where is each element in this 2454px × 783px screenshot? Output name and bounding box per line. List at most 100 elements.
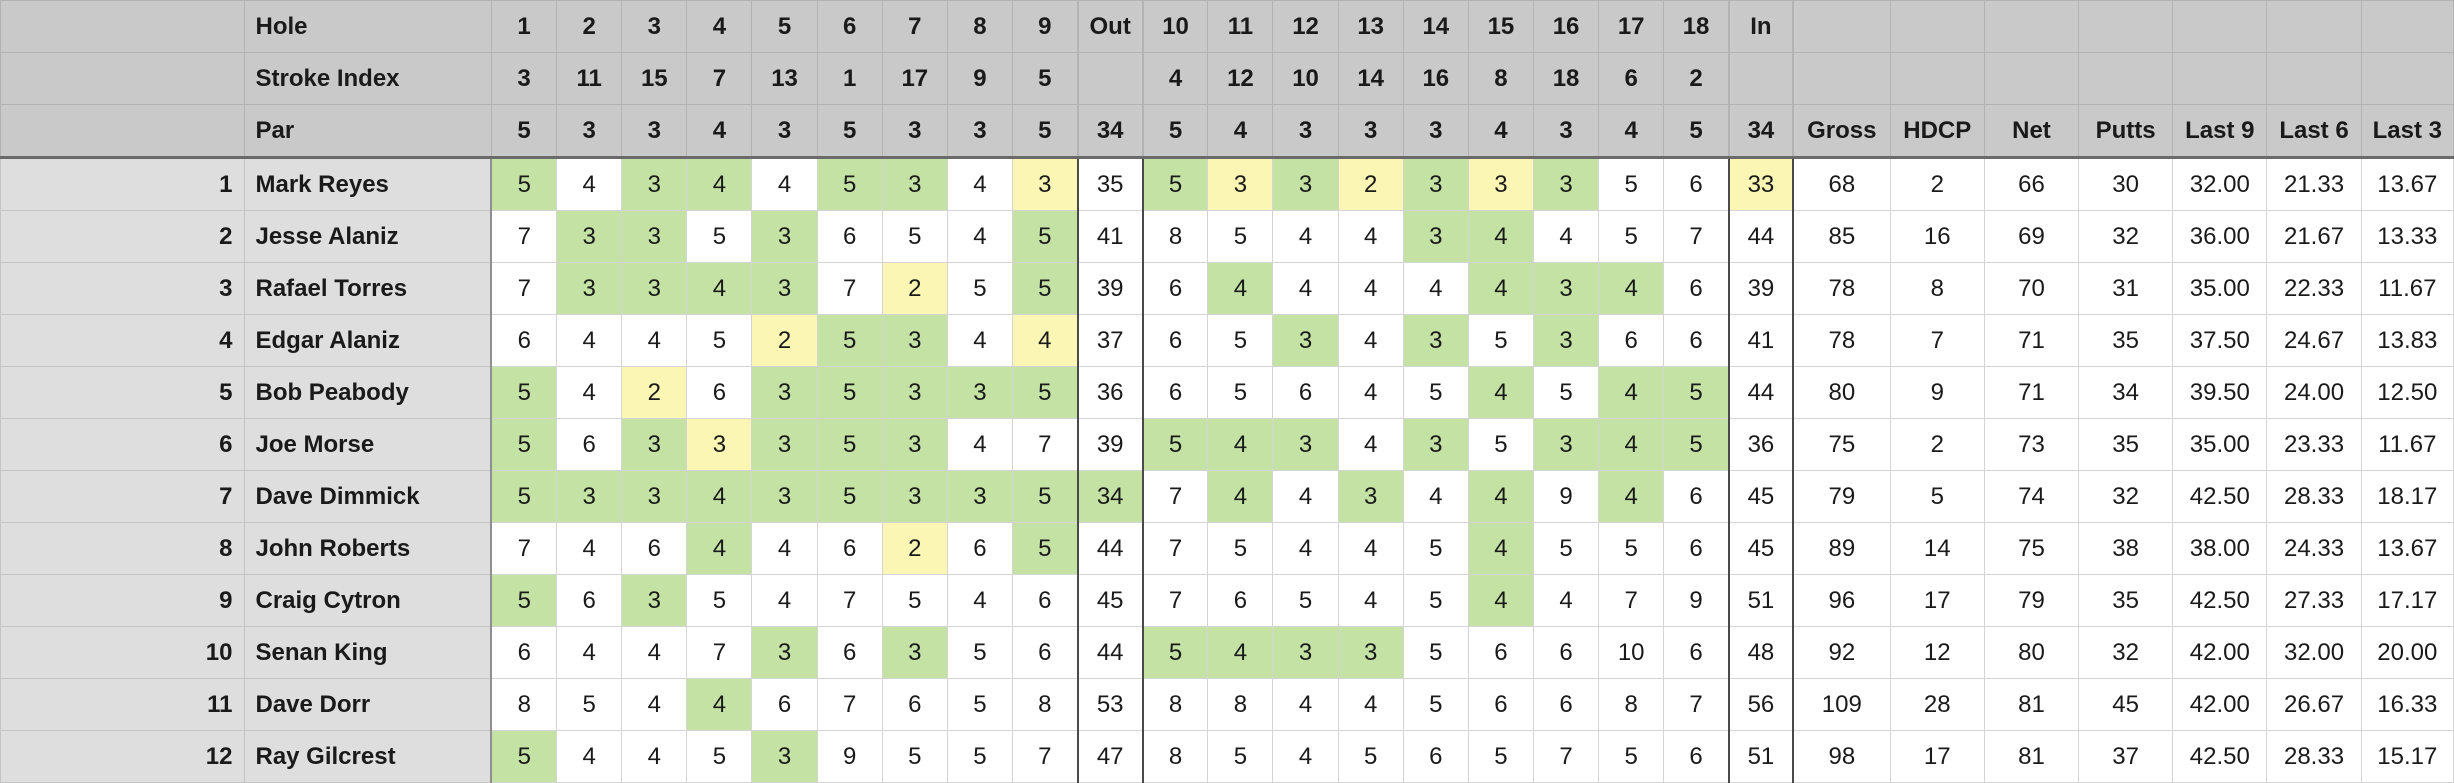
row-header-blank[interactable] — [0, 0, 246, 53]
in-total-cell[interactable]: 36 — [1727, 418, 1794, 471]
score-cell[interactable]: 6 — [1532, 626, 1600, 679]
score-cell[interactable]: 4 — [1272, 262, 1339, 315]
score-cell[interactable]: 6 — [556, 418, 623, 471]
score-cell[interactable]: 4 — [556, 314, 623, 367]
last-3-cell[interactable]: 13.67 — [2360, 522, 2454, 575]
net-cell[interactable]: 73 — [1983, 418, 2080, 471]
score-cell[interactable]: 8 — [1142, 210, 1209, 263]
header-cell-stroke-index[interactable] — [1889, 52, 1985, 105]
header-cell-hole[interactable]: 14 — [1402, 0, 1469, 53]
net-cell[interactable]: 71 — [1983, 314, 2080, 367]
score-cell[interactable]: 3 — [1532, 314, 1600, 367]
score-cell[interactable]: 5 — [1402, 678, 1469, 731]
score-cell[interactable]: 5 — [1272, 574, 1339, 627]
score-cell[interactable]: 6 — [881, 678, 948, 731]
row-number[interactable]: 4 — [0, 314, 246, 367]
score-cell[interactable]: 5 — [556, 678, 623, 731]
hdcp-cell[interactable]: 8 — [1889, 262, 1985, 315]
putts-cell[interactable]: 34 — [2078, 366, 2174, 419]
score-cell[interactable]: 6 — [1142, 262, 1209, 315]
score-cell[interactable]: 4 — [1337, 522, 1404, 575]
last-9-cell[interactable]: 42.50 — [2172, 574, 2268, 627]
row-header-blank[interactable] — [0, 52, 246, 105]
gross-cell[interactable]: 79 — [1792, 470, 1891, 523]
gross-cell[interactable]: 68 — [1792, 157, 1891, 211]
score-cell[interactable]: 2 — [881, 522, 948, 575]
score-cell[interactable]: 3 — [881, 366, 948, 419]
header-cell-stroke-index[interactable] — [2360, 52, 2454, 105]
score-cell[interactable]: 3 — [881, 626, 948, 679]
header-cell-hole[interactable] — [1983, 0, 2080, 53]
header-cell-stroke-index[interactable]: 10 — [1272, 52, 1339, 105]
score-cell[interactable]: 6 — [490, 626, 558, 679]
score-cell[interactable]: 6 — [1663, 314, 1730, 367]
header-cell-hole[interactable]: 16 — [1532, 0, 1600, 53]
score-cell[interactable]: 3 — [1402, 314, 1469, 367]
last-9-cell[interactable]: 38.00 — [2172, 522, 2268, 575]
score-cell[interactable]: 5 — [881, 574, 948, 627]
score-cell[interactable]: 5 — [1142, 626, 1209, 679]
player-name[interactable]: Senan King — [244, 626, 493, 679]
score-cell[interactable]: 5 — [1207, 366, 1274, 419]
score-cell[interactable]: 5 — [686, 730, 753, 783]
row-number[interactable]: 2 — [0, 210, 246, 263]
net-cell[interactable]: 81 — [1983, 678, 2080, 731]
header-cell-hole[interactable]: 3 — [621, 0, 688, 53]
score-cell[interactable]: 4 — [621, 626, 688, 679]
header-cell-hole[interactable]: 11 — [1207, 0, 1274, 53]
score-cell[interactable]: 3 — [1532, 157, 1600, 211]
header-cell-hole[interactable] — [1889, 0, 1985, 53]
header-cell-stroke-index[interactable]: 1 — [816, 52, 883, 105]
score-cell[interactable]: 5 — [816, 157, 883, 211]
putts-cell[interactable]: 32 — [2078, 210, 2174, 263]
score-cell[interactable]: 3 — [1532, 418, 1600, 471]
score-cell[interactable]: 4 — [556, 522, 623, 575]
score-cell[interactable]: 9 — [1532, 470, 1600, 523]
player-name[interactable]: Rafael Torres — [244, 262, 493, 315]
score-cell[interactable]: 8 — [1011, 678, 1079, 731]
score-cell[interactable]: 5 — [1598, 730, 1665, 783]
score-cell[interactable]: 5 — [1207, 730, 1274, 783]
score-cell[interactable]: 5 — [1142, 418, 1209, 471]
score-cell[interactable]: 4 — [1337, 366, 1404, 419]
out-total-cell[interactable]: 47 — [1076, 730, 1144, 783]
score-cell[interactable]: 5 — [490, 366, 558, 419]
score-cell[interactable]: 4 — [1402, 262, 1469, 315]
score-cell[interactable]: 3 — [686, 418, 753, 471]
net-cell[interactable]: 81 — [1983, 730, 2080, 783]
putts-cell[interactable]: 35 — [2078, 314, 2174, 367]
score-cell[interactable]: 5 — [1402, 626, 1469, 679]
score-cell[interactable]: 6 — [556, 574, 623, 627]
last-9-cell[interactable]: 37.50 — [2172, 314, 2268, 367]
score-cell[interactable]: 3 — [751, 366, 818, 419]
score-cell[interactable]: 7 — [1663, 678, 1730, 731]
header-label-stroke-index[interactable]: Stroke Index — [244, 52, 492, 105]
score-cell[interactable]: 6 — [621, 522, 688, 575]
score-cell[interactable]: 4 — [1272, 470, 1339, 523]
header-cell-hole[interactable]: 13 — [1337, 0, 1404, 53]
score-cell[interactable]: 3 — [751, 262, 818, 315]
player-name[interactable]: Bob Peabody — [244, 366, 493, 419]
net-cell[interactable]: 75 — [1983, 522, 2080, 575]
score-cell[interactable]: 5 — [1663, 366, 1730, 419]
score-cell[interactable]: 5 — [490, 470, 558, 523]
hdcp-cell[interactable]: 5 — [1889, 470, 1985, 523]
header-cell-stroke-index[interactable]: 5 — [1011, 52, 1079, 105]
net-cell[interactable]: 70 — [1983, 262, 2080, 315]
hdcp-cell[interactable]: 28 — [1889, 678, 1985, 731]
header-cell-par[interactable]: Gross — [1792, 104, 1891, 159]
header-cell-hole[interactable]: 6 — [816, 0, 883, 53]
score-cell[interactable]: 3 — [556, 210, 623, 263]
hdcp-cell[interactable]: 14 — [1889, 522, 1985, 575]
score-cell[interactable]: 4 — [1207, 470, 1274, 523]
last-6-cell[interactable]: 26.67 — [2266, 678, 2362, 731]
header-cell-stroke-index[interactable] — [1792, 52, 1891, 105]
score-cell[interactable]: 3 — [1402, 418, 1469, 471]
header-cell-stroke-index[interactable] — [1983, 52, 2080, 105]
header-cell-hole[interactable]: Out — [1076, 0, 1144, 53]
score-cell[interactable]: 4 — [556, 730, 623, 783]
score-cell[interactable]: 5 — [1598, 522, 1665, 575]
score-cell[interactable]: 6 — [816, 626, 883, 679]
score-cell[interactable]: 5 — [1598, 157, 1665, 211]
score-cell[interactable]: 5 — [1011, 210, 1079, 263]
